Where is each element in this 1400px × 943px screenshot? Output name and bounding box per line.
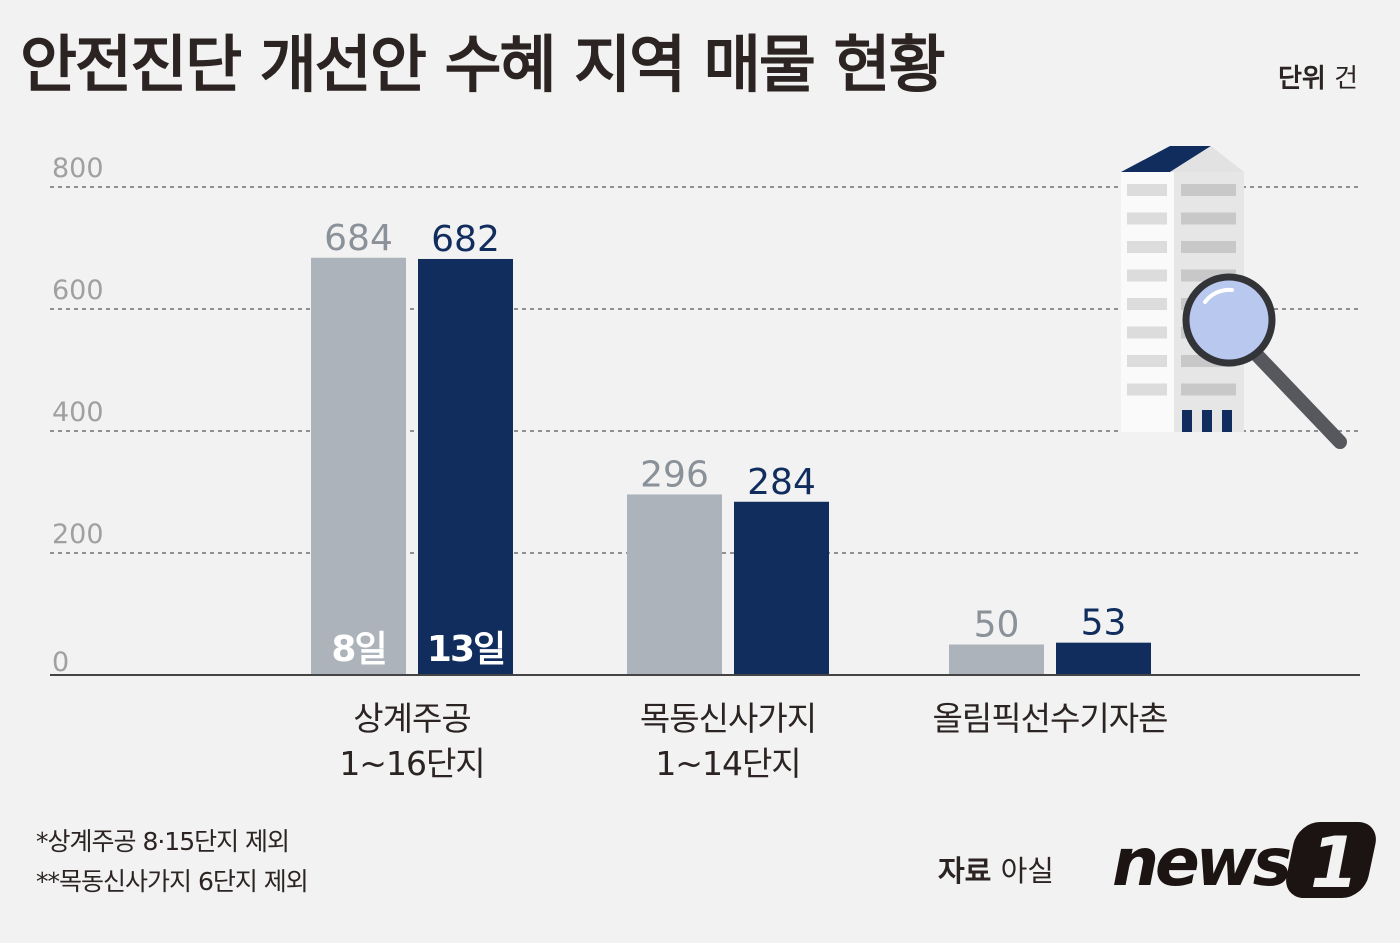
building-window: [1127, 212, 1167, 225]
series-label: 8일: [331, 629, 385, 670]
data-label: 296: [640, 454, 709, 495]
news1-logo: news 1: [1112, 818, 1382, 904]
bar: [1056, 642, 1151, 675]
data-label: 682: [431, 219, 500, 260]
x-tick-label: 1~16단지: [339, 744, 484, 783]
bar: [418, 258, 513, 675]
building-window: [1127, 298, 1167, 310]
building-magnifier-icon: [1121, 146, 1347, 449]
data-label: 50: [974, 605, 1020, 646]
x-tick-label: 상계주공: [353, 699, 470, 738]
building-window: [1127, 383, 1167, 396]
data-label: 684: [324, 218, 393, 259]
building-window: [1127, 184, 1167, 196]
building-window: [1181, 212, 1236, 225]
source-value: 아실: [1000, 854, 1054, 888]
page-title: 안전진단 개선안 수혜 지역 매물 현황: [20, 28, 946, 101]
building-window: [1127, 355, 1167, 367]
building-window: [1127, 241, 1167, 253]
x-tick-label: 1~14단지: [655, 744, 800, 783]
building-window: [1181, 383, 1236, 396]
building-window: [1181, 241, 1236, 253]
y-tick-label: 600: [52, 275, 104, 306]
building-window: [1181, 184, 1236, 196]
bar: [734, 501, 829, 675]
unit-label: 단위 건: [1278, 58, 1358, 95]
building-window: [1127, 269, 1167, 282]
building-window: [1127, 326, 1167, 339]
bars-layer: 684 8일 296 50 682 13일 284 53 상계주공 1~16단지 목동신사가지 1~1…: [311, 218, 1168, 783]
footnote-2: **목동신사가지 6단지 제외: [36, 867, 309, 896]
unit-label-key: 단위: [1277, 64, 1326, 94]
unit-label-value: 건: [1334, 64, 1358, 94]
logo-text: news: [1112, 824, 1292, 901]
y-tick-label: 200: [52, 519, 104, 550]
y-tick-label: 0: [52, 647, 69, 678]
x-tick-label: 올림픽선수기자촌: [933, 699, 1168, 738]
logo-mark: 1: [1310, 822, 1359, 904]
footnote-1: *상계주공 8·15단지 제외: [36, 827, 290, 856]
y-tick-label: 800: [52, 153, 104, 184]
data-label: 284: [747, 462, 816, 503]
source-label: 자료 아실: [938, 848, 1054, 890]
series-label: 13일: [427, 629, 504, 670]
y-tick-label: 400: [52, 397, 104, 428]
source-key: 자료: [938, 854, 992, 888]
bar: [949, 644, 1044, 675]
bar: [311, 257, 406, 675]
data-label: 53: [1081, 603, 1127, 644]
x-tick-label: 목동신사가지: [640, 699, 816, 738]
bar: [627, 494, 722, 675]
